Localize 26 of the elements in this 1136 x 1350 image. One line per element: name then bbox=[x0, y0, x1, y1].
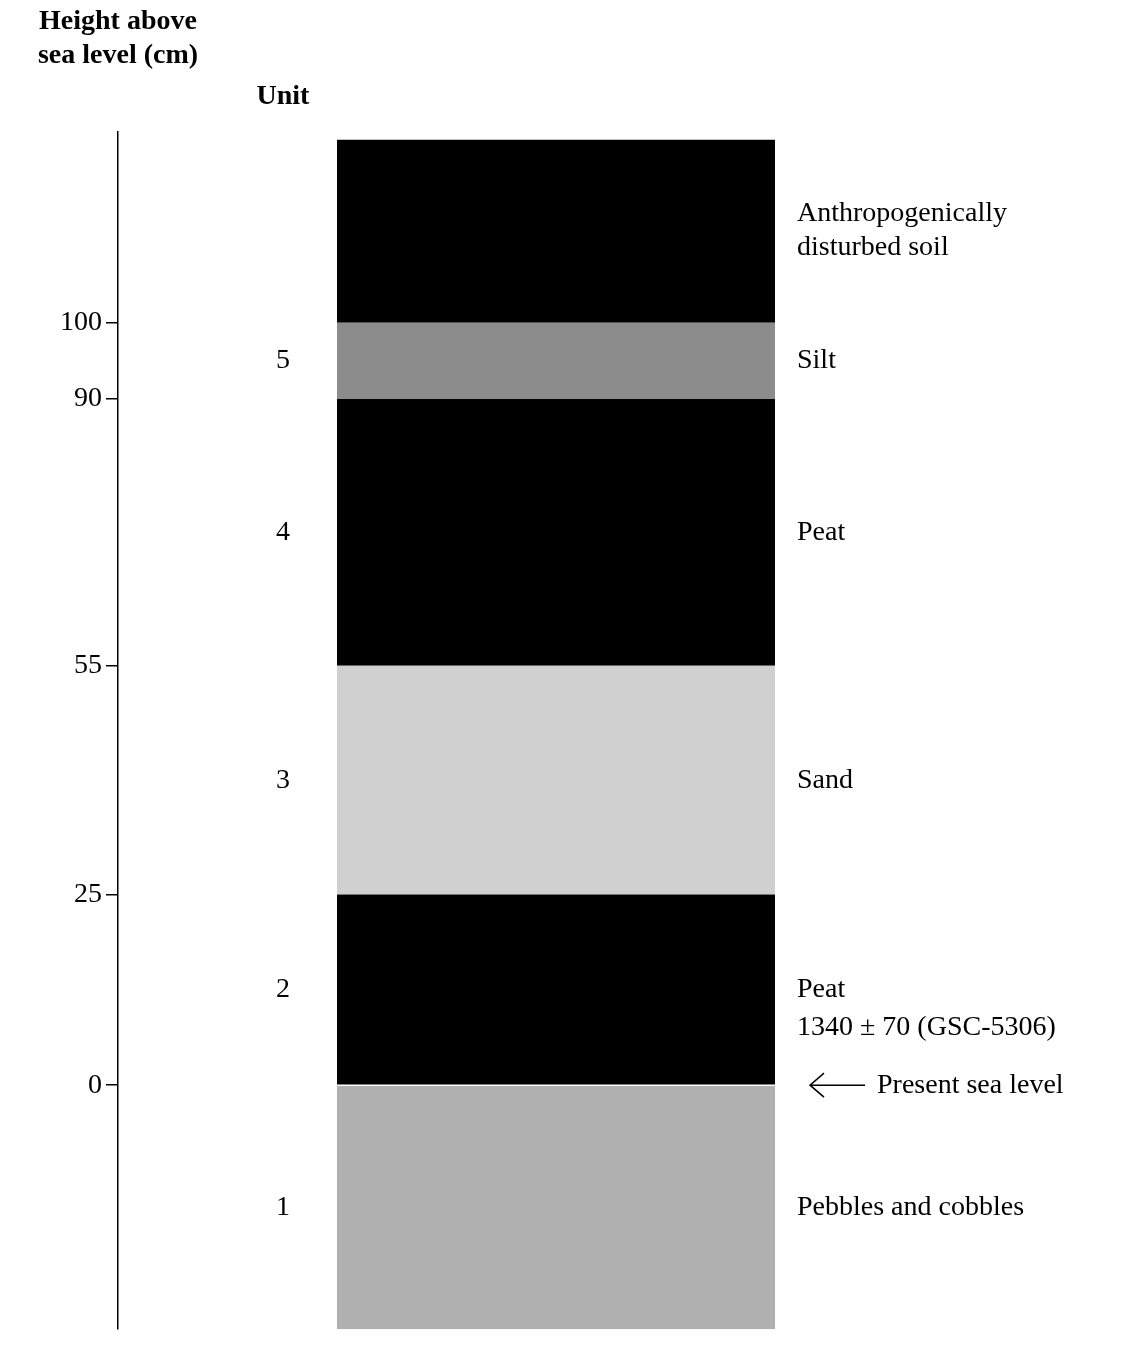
bar bbox=[337, 398, 775, 666]
annotation: 1 bbox=[276, 1189, 290, 1221]
text: Unit bbox=[256, 79, 311, 111]
annotation: 3 bbox=[276, 762, 290, 794]
annotation: 5 bbox=[276, 343, 290, 375]
bar bbox=[337, 139, 775, 323]
bar bbox=[337, 894, 775, 1085]
y-tick-label: 90 bbox=[74, 381, 102, 413]
y-tick-label: 100 bbox=[60, 305, 102, 336]
y-axis-title: Height above sea level (cm) bbox=[37, 4, 199, 70]
series-label: Anthropogenically disturbed soil bbox=[797, 196, 1007, 262]
series-label: Peat bbox=[797, 514, 846, 546]
annotation: 4 bbox=[276, 514, 290, 546]
annotation: 2 bbox=[276, 972, 290, 1004]
series-label: Sand bbox=[797, 762, 853, 794]
y-tick-label: 0 bbox=[88, 1067, 102, 1099]
bar bbox=[337, 1085, 775, 1330]
ref-line-label: Present sea level bbox=[877, 1067, 1064, 1099]
y-tick-label: 55 bbox=[74, 648, 102, 680]
bar bbox=[337, 322, 775, 399]
series-label: Silt bbox=[797, 343, 837, 375]
y-tick-label: 25 bbox=[74, 876, 102, 908]
series-label: Peat bbox=[797, 972, 846, 1004]
series-label: Pebbles and cobbles bbox=[797, 1189, 1025, 1221]
annotation: 1340 ± 70 (GSC-5306) bbox=[797, 1010, 1056, 1042]
bar bbox=[337, 665, 775, 895]
